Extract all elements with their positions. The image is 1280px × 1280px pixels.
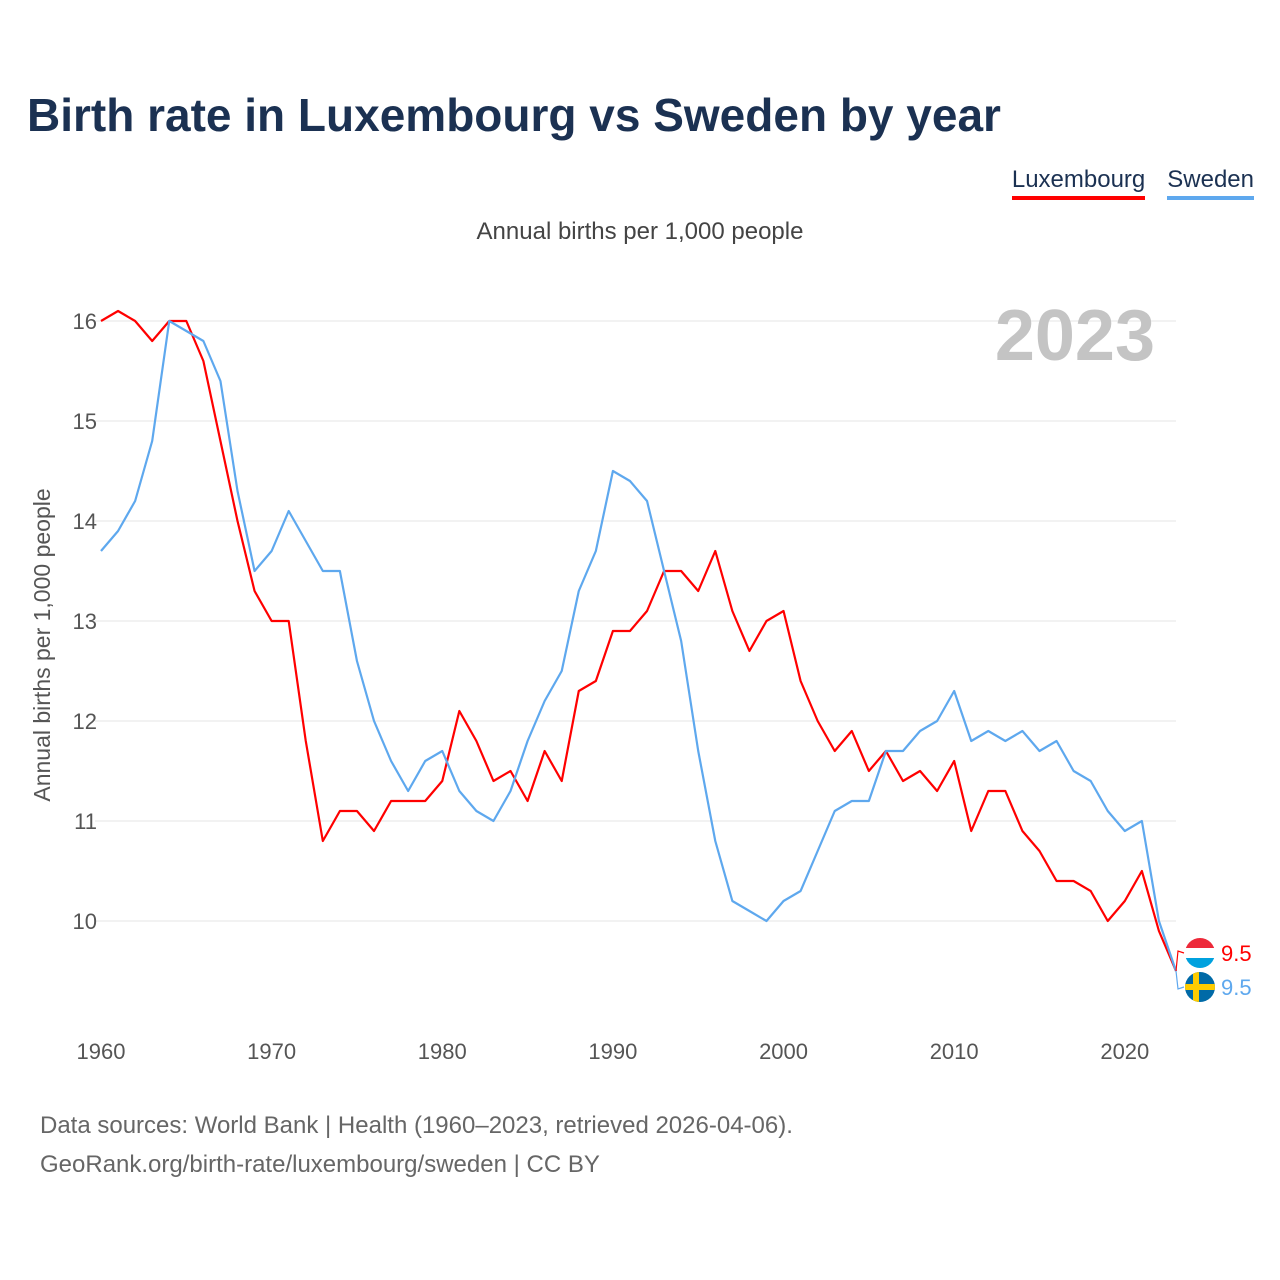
x-tick-label: 2020 (1100, 1039, 1149, 1064)
luxembourg-flag-icon (1185, 938, 1215, 968)
chart-title: Birth rate in Luxembourg vs Sweden by ye… (27, 89, 1001, 141)
y-tick-label: 10 (73, 909, 97, 934)
x-tick-label: 1980 (418, 1039, 467, 1064)
series-line-luxembourg (100, 309, 1178, 972)
y-tick-label: 14 (73, 509, 97, 534)
source-link[interactable]: GeoRank.org/birth-rate/luxembourg/sweden… (40, 1151, 600, 1178)
end-connector (1175, 950, 1185, 972)
x-tick-label: 1990 (588, 1039, 637, 1064)
year-watermark: 2023 (995, 296, 1155, 376)
legend-luxembourg[interactable]: Luxembourg (1011, 166, 1146, 200)
data-source-text: Data sources: World Bank | Health (1960–… (40, 1112, 793, 1139)
legend-sweden[interactable]: Sweden (1167, 166, 1254, 200)
chart-subtitle: Annual births per 1,000 people (476, 218, 804, 245)
end-value-label: 9.5 (1221, 941, 1252, 966)
series-line-sweden (100, 319, 1178, 972)
y-tick-label: 13 (73, 609, 97, 634)
y-tick-label: 11 (74, 809, 97, 834)
legend: Luxembourg Sweden (1011, 166, 1254, 200)
y-tick-label: 15 (73, 409, 97, 434)
y-tick-label: 16 (73, 309, 97, 334)
x-tick-label: 1960 (77, 1039, 126, 1064)
y-axis-label: Annual births per 1,000 people (29, 488, 55, 801)
x-tick-label: 2000 (759, 1039, 808, 1064)
end-value-label: 9.5 (1221, 975, 1252, 1000)
x-tick-label: 2010 (930, 1039, 979, 1064)
x-tick-label: 1970 (247, 1039, 296, 1064)
y-tick-label: 12 (73, 709, 97, 734)
end-connector (1175, 970, 1185, 990)
footer: Data sources: World Bank | Health (1960–… (40, 1106, 793, 1184)
sweden-flag-icon (1185, 972, 1215, 1002)
